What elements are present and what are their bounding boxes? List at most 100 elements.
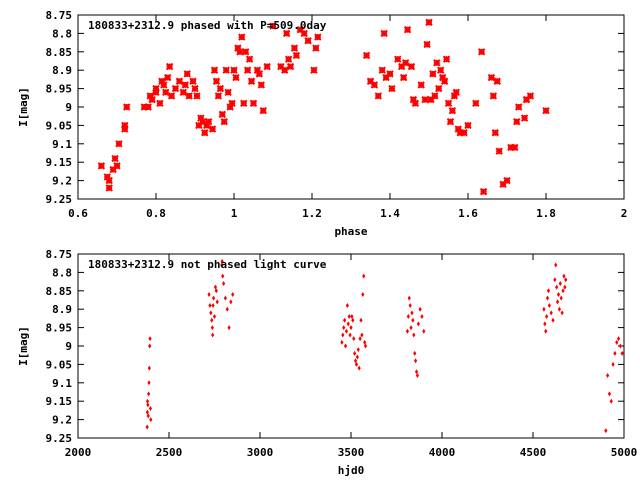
phased-x-tick-label: 1 <box>231 207 238 220</box>
phased-data-point <box>514 103 523 111</box>
unphased-data-point <box>213 284 218 290</box>
phased-data-point <box>411 99 420 108</box>
phased-data-point <box>493 77 501 85</box>
phased-y-tick-label: 8.8 <box>52 27 72 40</box>
unphased-data-point <box>146 413 150 419</box>
phased-data-point <box>245 55 254 63</box>
unphased-data-point <box>210 317 214 323</box>
unphased-data-point <box>408 303 412 309</box>
phased-x-tick-label: 2 <box>621 207 628 220</box>
unphased-data-point <box>225 306 229 312</box>
unphased-data-point <box>546 288 551 294</box>
unphased-data-point <box>210 325 214 331</box>
phased-data-point <box>222 66 230 74</box>
unphased-y-tick-label: 9.1 <box>52 377 72 390</box>
unphased-data-point <box>615 339 619 345</box>
unphased-data-point <box>231 291 235 297</box>
unphased-data-point <box>148 343 152 349</box>
phased-data-point <box>105 184 113 192</box>
unphased-data-point <box>223 295 228 301</box>
phased-data-point <box>435 84 443 93</box>
phased-data-point <box>452 88 461 96</box>
unphased-data-point <box>211 303 215 309</box>
phased-data-point <box>374 92 383 100</box>
unphased-data-point <box>357 365 361 371</box>
unphased-y-tick-label: 8.85 <box>46 285 73 298</box>
phased-data-point <box>433 59 441 67</box>
unphased-data-point <box>348 332 352 338</box>
unphased-data-point <box>613 350 617 356</box>
phased-data-point <box>201 129 209 137</box>
phased-data-point <box>208 125 217 133</box>
phased-data-point <box>228 99 236 108</box>
phased-data-point <box>378 66 386 74</box>
phased-data-point <box>370 81 379 89</box>
unphased-data-point <box>557 306 561 312</box>
unphased-data-point <box>346 321 350 327</box>
phased-data-point <box>304 37 312 45</box>
unphased-data-point <box>420 314 424 320</box>
unphased-data-point <box>556 291 561 297</box>
phased-data-point <box>152 88 160 96</box>
phased-data-point <box>179 88 188 96</box>
phased-data-point <box>259 106 267 115</box>
phased-y-tick-label: 9.05 <box>46 119 73 132</box>
phased-data-point <box>477 48 486 56</box>
unphased-y-tick-label: 8.8 <box>52 266 72 279</box>
phased-data-point <box>247 77 256 85</box>
phased-data-point <box>144 103 152 111</box>
phased-x-tick-label: 1.8 <box>536 207 556 220</box>
phased-data-point <box>160 81 168 89</box>
phased-data-point <box>280 66 289 74</box>
unphased-data-point <box>353 350 357 356</box>
phased-chart: 8.75 8.8 8.85 8.9 8.95 9 9.05 9.1 9.15 9.2 9.25 0.… <box>17 9 627 238</box>
unphased-data-point <box>553 277 557 283</box>
phased-data-point <box>542 106 550 115</box>
unphased-data-point <box>412 332 416 338</box>
unphased-data-point <box>352 336 356 342</box>
phased-data-point <box>171 84 180 93</box>
phased-data-point <box>386 70 394 78</box>
unphased-data-point <box>415 372 420 378</box>
unphased-data-point <box>418 306 422 312</box>
unphased-data-point <box>343 343 348 349</box>
unphased-data-point <box>363 339 367 345</box>
phased-y-tick-label: 8.9 <box>52 64 72 77</box>
unphased-data-point <box>222 280 226 286</box>
phased-data-point <box>292 51 301 60</box>
phased-data-point <box>511 143 519 152</box>
phased-data-point <box>158 77 166 85</box>
unphased-data-point <box>609 398 613 404</box>
phased-x-tick-label: 0.8 <box>146 207 166 220</box>
unphased-data-point <box>149 417 153 423</box>
phased-data-point <box>212 77 221 85</box>
unphased-y-axis-label: I[mag] <box>17 326 30 366</box>
phased-data-point <box>220 118 228 126</box>
unphased-data-point <box>411 317 415 323</box>
phased-data-point <box>210 66 219 74</box>
unphased-data-point <box>211 295 216 301</box>
phased-data-point <box>522 95 531 104</box>
phased-data-point <box>240 99 248 108</box>
phased-data-point <box>440 77 449 85</box>
unphased-data-point <box>360 332 364 338</box>
unphased-data-point <box>342 325 346 331</box>
unphased-data-point <box>354 361 359 367</box>
unphased-y-tick-label: 8.95 <box>46 322 73 335</box>
unphased-data-point <box>359 317 363 323</box>
phased-data-point <box>121 125 129 133</box>
phased-data-point <box>263 62 271 71</box>
phased-y-tick-label: 9.2 <box>52 175 72 188</box>
phased-x-tick-label: 1.4 <box>380 207 400 220</box>
unphased-data-point <box>350 314 354 320</box>
phased-data-point <box>193 92 201 100</box>
unphased-data-point <box>559 295 563 301</box>
phased-data-point <box>123 103 131 111</box>
unphased-y-tick-label: 9.2 <box>52 414 72 427</box>
phased-data-point <box>224 88 232 96</box>
unphased-data-point <box>214 288 218 294</box>
phased-data-point <box>423 40 431 49</box>
unphased-data-point <box>148 336 152 342</box>
phased-data-point <box>431 92 439 100</box>
